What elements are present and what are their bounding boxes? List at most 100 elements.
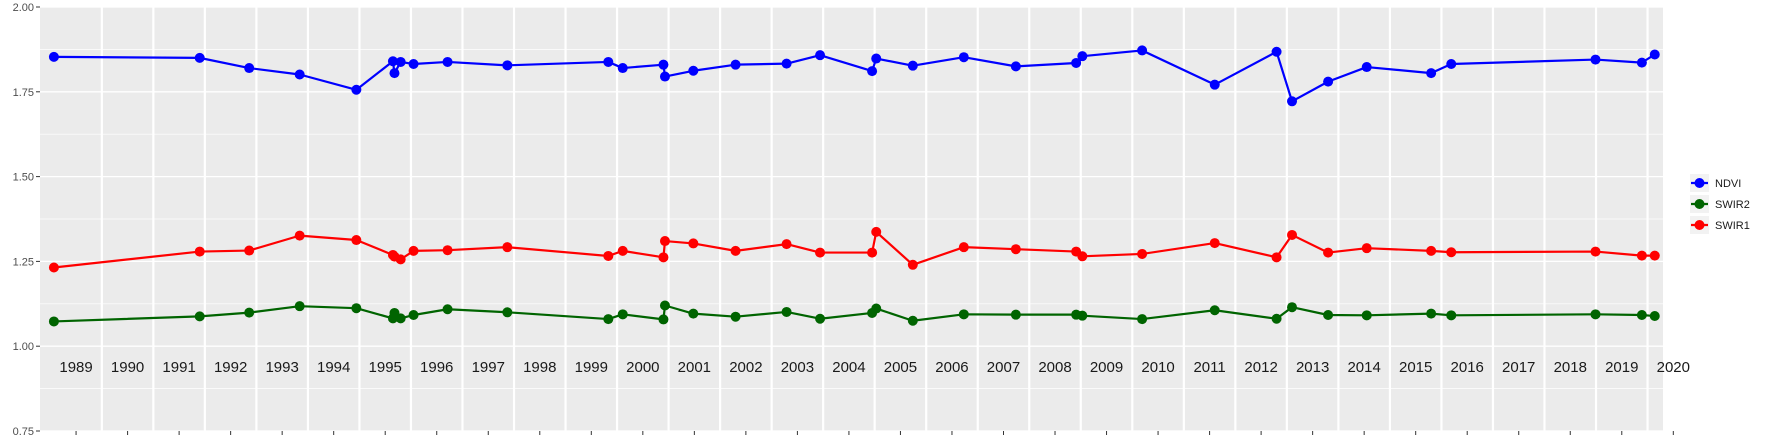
data-point-swir1 (658, 252, 669, 263)
data-point-ndvi (1590, 54, 1601, 65)
data-point-swir2 (659, 300, 670, 311)
year-label: 2000 (626, 359, 659, 376)
series-layer (48, 45, 1660, 327)
data-point-ndvi (294, 69, 305, 80)
year-label: 2012 (1244, 359, 1277, 376)
year-label: 2011 (1193, 359, 1225, 376)
data-point-ndvi (867, 66, 878, 77)
data-point-ndvi (1077, 51, 1088, 62)
data-point-swir2 (617, 309, 628, 320)
year-label: 1994 (317, 359, 350, 376)
data-point-swir2 (815, 313, 826, 324)
data-point-swir1 (1077, 251, 1088, 262)
data-point-swir1 (617, 245, 628, 256)
year-label: 1992 (214, 359, 247, 376)
data-point-swir2 (1287, 302, 1298, 313)
data-point-swir1 (502, 242, 513, 253)
year-label: 2007 (987, 359, 1020, 376)
year-label: 1999 (575, 359, 608, 376)
data-point-ndvi (688, 65, 699, 76)
data-point-swir1 (871, 226, 882, 237)
data-point-swir1 (659, 236, 670, 247)
year-label: 1989 (59, 359, 92, 376)
data-point-swir1 (1361, 243, 1372, 254)
data-point-swir1 (1590, 246, 1601, 257)
year-label: 2017 (1502, 359, 1535, 376)
data-point-swir1 (1287, 229, 1298, 240)
data-point-swir1 (294, 230, 305, 241)
data-point-swir2 (688, 308, 699, 319)
data-point-ndvi (871, 53, 882, 64)
data-point-swir1 (1010, 244, 1021, 255)
data-point-swir1 (867, 247, 878, 258)
data-point-swir2 (1636, 309, 1647, 320)
data-point-ndvi (244, 63, 255, 74)
data-point-swir2 (603, 314, 614, 325)
data-point-swir1 (688, 238, 699, 249)
data-point-ndvi (1271, 46, 1282, 57)
data-point-swir2 (1590, 309, 1601, 320)
data-point-swir2 (442, 304, 453, 315)
legend-key-point-swir2 (1694, 199, 1705, 209)
data-point-ndvi (1071, 57, 1082, 68)
year-label: 2020 (1657, 359, 1690, 376)
data-point-swir1 (603, 250, 614, 261)
x-axis (75, 431, 1674, 435)
data-point-swir1 (730, 245, 741, 256)
legend-label-swir2: SWIR2 (1715, 199, 1750, 211)
data-point-swir2 (781, 306, 792, 317)
data-point-swir2 (1137, 314, 1148, 325)
data-point-swir2 (1209, 305, 1220, 316)
year-label: 2001 (678, 359, 711, 376)
data-point-swir1 (958, 242, 969, 253)
data-point-swir1 (1636, 250, 1647, 261)
y-tick-label: 1.25 (13, 256, 34, 268)
minor-gridlines (40, 49, 1663, 389)
data-point-ndvi (1010, 61, 1021, 72)
year-label: 1996 (420, 359, 453, 376)
data-point-ndvi (408, 58, 419, 69)
data-point-swir2 (395, 313, 406, 324)
data-point-swir2 (1077, 310, 1088, 321)
data-point-ndvi (730, 59, 741, 70)
data-point-swir1 (1649, 250, 1660, 261)
year-label: 1991 (162, 359, 195, 376)
year-label: 2006 (935, 359, 968, 376)
year-label: 2009 (1090, 359, 1123, 376)
data-point-swir2 (907, 315, 918, 326)
data-point-swir1 (1209, 238, 1220, 249)
data-point-swir1 (351, 235, 362, 246)
data-point-swir1 (781, 239, 792, 250)
data-point-swir1 (442, 245, 453, 256)
data-point-swir1 (194, 246, 205, 257)
data-point-ndvi (1446, 58, 1457, 69)
data-point-swir2 (730, 311, 741, 322)
data-point-ndvi (395, 56, 406, 67)
data-point-ndvi (1209, 79, 1220, 90)
data-point-ndvi (1137, 45, 1148, 56)
data-point-swir1 (1137, 248, 1148, 259)
year-label: 2018 (1554, 359, 1587, 376)
legend-key-point-ndvi (1694, 178, 1705, 188)
data-point-ndvi (442, 56, 453, 67)
data-point-ndvi (194, 52, 205, 63)
data-point-ndvi (781, 58, 792, 69)
year-label: 2002 (729, 359, 762, 376)
data-point-ndvi (659, 71, 670, 82)
legend-key-point-swir1 (1694, 220, 1705, 230)
data-point-ndvi (815, 50, 826, 61)
data-point-ndvi (1649, 49, 1660, 60)
data-point-swir1 (815, 247, 826, 258)
data-point-swir2 (1446, 310, 1457, 321)
data-point-ndvi (1361, 62, 1372, 73)
data-point-swir1 (1271, 252, 1282, 263)
data-point-swir2 (1010, 309, 1021, 320)
y-tick-label: 0.75 (13, 426, 34, 438)
major-gridlines (40, 6, 1663, 432)
y-tick-label: 2.00 (13, 2, 34, 14)
y-tick-label: 1.50 (13, 172, 34, 184)
data-point-ndvi (958, 52, 969, 63)
year-label: 2016 (1451, 359, 1484, 376)
data-point-swir1 (244, 245, 255, 256)
